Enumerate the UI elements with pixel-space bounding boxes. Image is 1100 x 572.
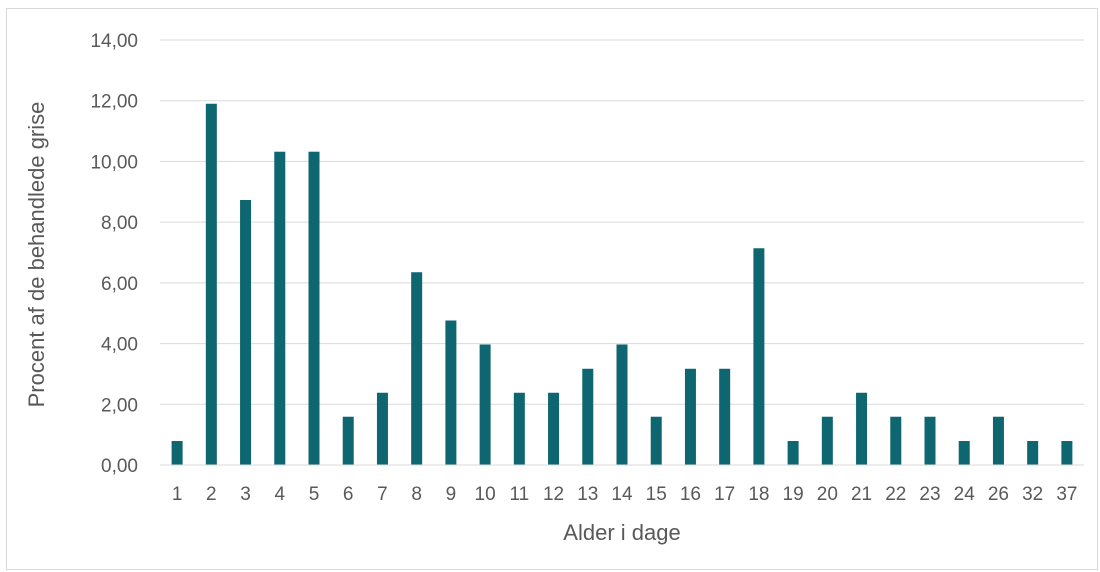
y-tick-label: 8,00 [101, 213, 138, 234]
x-tick-label: 1 [172, 484, 183, 505]
x-axis-ticks: 1 2 3 4 5 6 7 8 9 10 11 12 13 14 15 16 17 18 19 20 21 22 23 24 2… [172, 484, 1078, 505]
y-tick-label: 14,00 [90, 31, 138, 52]
x-tick-label: 8 [411, 484, 422, 505]
bar-18 [753, 248, 764, 465]
y-tick-label: 4,00 [101, 335, 138, 356]
x-tick-label: 15 [646, 484, 667, 505]
bar-14 [617, 344, 628, 465]
bar-12 [548, 393, 559, 465]
x-tick-label: 19 [783, 484, 804, 505]
bars [172, 104, 1073, 465]
x-tick-label: 13 [577, 484, 598, 505]
x-tick-label: 24 [954, 484, 976, 505]
x-tick-label: 6 [343, 484, 354, 505]
bar-6 [343, 417, 354, 465]
x-tick-label: 37 [1056, 484, 1077, 505]
bar-15 [651, 417, 662, 465]
bar-16 [685, 369, 696, 465]
x-tick-label: 21 [851, 484, 872, 505]
bar-24 [959, 441, 970, 465]
bar-8 [411, 272, 422, 465]
x-tick-label: 5 [309, 484, 320, 505]
x-tick-label: 4 [274, 484, 285, 505]
x-tick-label: 7 [377, 484, 388, 505]
bar-22 [890, 417, 901, 465]
bar-17 [719, 369, 730, 465]
x-tick-label: 11 [509, 484, 529, 505]
x-tick-label: 9 [446, 484, 457, 505]
bar-21 [856, 393, 867, 465]
x-tick-label: 26 [988, 484, 1009, 505]
bar-7 [377, 393, 388, 465]
bar-37 [1061, 441, 1072, 465]
bar-5 [309, 152, 320, 465]
y-tick-label: 0,00 [101, 456, 138, 477]
x-tick-label: 17 [714, 484, 735, 505]
y-tick-label: 10,00 [90, 152, 138, 173]
bar-20 [822, 417, 833, 465]
x-tick-label: 10 [475, 484, 496, 505]
bar-26 [993, 417, 1004, 465]
bar-4 [274, 152, 285, 465]
x-tick-label: 22 [885, 484, 906, 505]
x-tick-label: 18 [748, 484, 769, 505]
bar-9 [445, 321, 456, 466]
bar-32 [1027, 441, 1038, 465]
bar-13 [582, 369, 593, 465]
bar-2 [206, 104, 217, 465]
bar-23 [925, 417, 936, 465]
y-tick-label: 6,00 [101, 274, 138, 295]
y-axis-title: Procent af de behandlede grise [24, 102, 49, 408]
x-tick-label: 23 [919, 484, 940, 505]
x-tick-label: 12 [543, 484, 564, 505]
x-tick-label: 16 [680, 484, 701, 505]
bar-19 [788, 441, 799, 465]
bar-10 [480, 344, 491, 465]
y-tick-label: 12,00 [90, 92, 138, 113]
x-axis-title: Alder i dage [563, 520, 680, 545]
bar-1 [172, 441, 183, 465]
x-tick-label: 3 [240, 484, 251, 505]
x-tick-label: 2 [206, 484, 217, 505]
x-tick-label: 32 [1022, 484, 1043, 505]
bar-11 [514, 393, 525, 465]
y-axis-ticks: 0,00 2,00 4,00 6,00 8,00 10,00 12,00 14,00 [90, 31, 138, 477]
y-tick-label: 2,00 [101, 395, 138, 416]
x-tick-label: 20 [817, 484, 838, 505]
bar-3 [240, 200, 251, 465]
x-tick-label: 14 [611, 484, 633, 505]
